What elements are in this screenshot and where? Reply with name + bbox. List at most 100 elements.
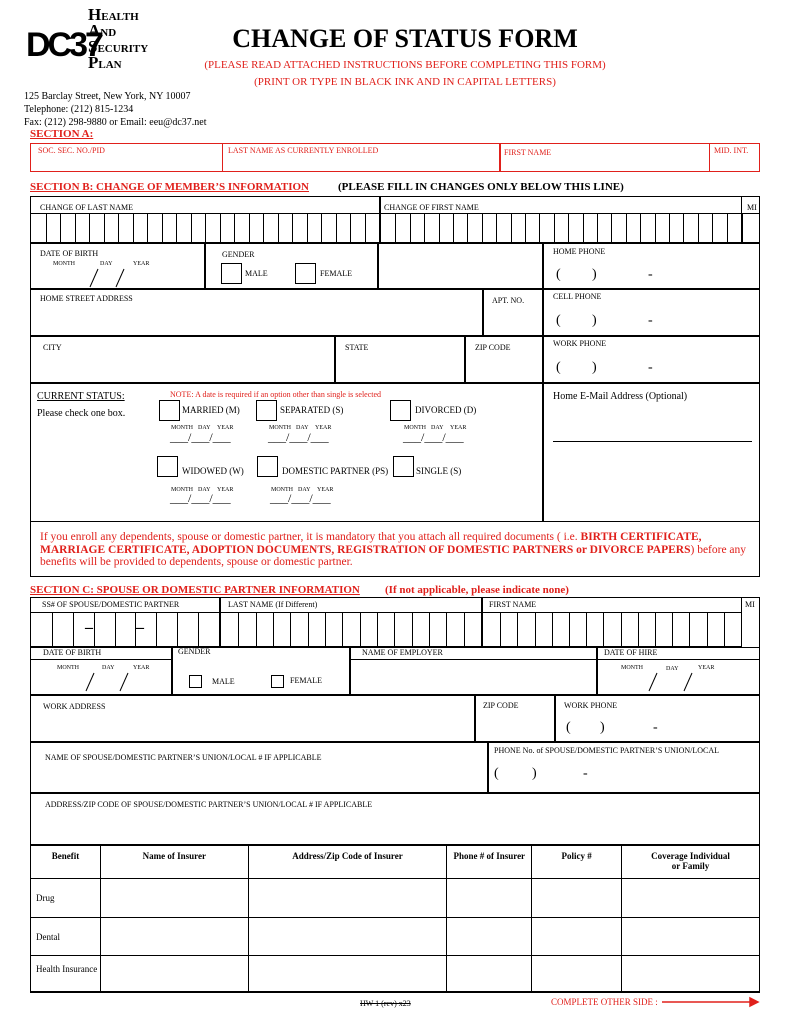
status-label: CURRENT STATUS: bbox=[37, 391, 125, 402]
insurance-table-wrap: Benefit Name of Insurer Address/Zip Code… bbox=[30, 845, 760, 993]
phone-mask: ( bbox=[566, 720, 571, 735]
date-part: MONTH bbox=[404, 425, 426, 431]
field-box bbox=[222, 143, 500, 172]
field-label: FIRST NAME bbox=[504, 148, 552, 157]
field-box bbox=[30, 383, 543, 522]
cell-divider bbox=[60, 214, 61, 242]
cell-divider bbox=[525, 214, 526, 242]
form-element bbox=[446, 917, 533, 956]
checkbox bbox=[271, 675, 284, 688]
cell-divider bbox=[597, 214, 598, 242]
section-note: (If not applicable, please indicate none… bbox=[385, 584, 569, 596]
cell-divider bbox=[395, 214, 397, 242]
option-label: SINGLE (S) bbox=[416, 466, 462, 476]
field-label: CITY bbox=[43, 343, 62, 352]
cell-divider bbox=[640, 214, 642, 242]
table-header-row: Benefit Name of Insurer Address/Zip Code… bbox=[30, 845, 760, 879]
cell-divider bbox=[394, 613, 396, 646]
date-part: YEAR bbox=[317, 487, 334, 493]
date-part: DAY bbox=[431, 425, 444, 431]
field-box bbox=[30, 336, 335, 383]
letter-cells bbox=[380, 213, 742, 243]
form-element bbox=[531, 917, 623, 956]
field-box bbox=[543, 336, 760, 383]
cell-divider bbox=[103, 214, 105, 242]
cell-divider bbox=[45, 214, 47, 242]
checkbox bbox=[157, 456, 178, 477]
field-label: NAME OF SPOUSE/DOMESTIC PARTNER’S UNION/… bbox=[45, 753, 322, 762]
date-part: YEAR bbox=[133, 261, 150, 267]
field-label: NAME OF EMPLOYER bbox=[362, 648, 443, 657]
table-row: Dental bbox=[30, 917, 760, 956]
row-label: Drug bbox=[30, 878, 101, 918]
cell-divider bbox=[190, 214, 192, 242]
date-part: YEAR bbox=[133, 665, 150, 671]
section-note: (PLEASE FILL IN CHANGES ONLY BELOW THIS … bbox=[338, 181, 624, 193]
header-text: Coverage Individual or Family bbox=[651, 851, 730, 871]
cell-divider bbox=[481, 214, 483, 242]
field-box bbox=[30, 695, 475, 742]
cell-divider bbox=[586, 613, 588, 646]
field-box bbox=[30, 647, 172, 695]
row-label: Health Insurance bbox=[30, 955, 101, 993]
email-line bbox=[553, 441, 752, 442]
date-part: DAY bbox=[198, 487, 211, 493]
table-row: Health Insurance bbox=[30, 955, 760, 993]
date-part: YEAR bbox=[698, 665, 715, 671]
form-element bbox=[621, 955, 760, 993]
cell-divider bbox=[321, 214, 322, 242]
field-box bbox=[30, 793, 760, 845]
checkbox bbox=[159, 400, 180, 421]
form-element bbox=[446, 878, 533, 918]
form-element bbox=[119, 672, 129, 692]
field-box bbox=[488, 742, 760, 793]
cell-divider bbox=[290, 613, 292, 646]
cell-divider bbox=[611, 214, 613, 242]
option-label: FEMALE bbox=[320, 269, 352, 278]
field-label: WORK ADDRESS bbox=[43, 702, 106, 711]
field-label: CHANGE OF FIRST NAME bbox=[384, 203, 479, 212]
phone-mask: ( bbox=[556, 360, 561, 375]
complete-other-side: COMPLETE OTHER SIDE : bbox=[551, 997, 658, 1007]
field-box bbox=[378, 243, 543, 289]
cell-divider bbox=[726, 214, 728, 242]
form-element bbox=[85, 672, 95, 692]
ss-dash: – bbox=[85, 619, 93, 636]
cell-divider bbox=[132, 214, 134, 242]
field-box bbox=[335, 336, 465, 383]
column-header: Coverage Individual or Family bbox=[621, 845, 760, 879]
logo-line: HEALTH bbox=[88, 5, 139, 24]
address-line: Telephone: (212) 815-1234 bbox=[24, 104, 134, 115]
cell-divider bbox=[273, 613, 274, 646]
column-header: Policy # bbox=[531, 845, 623, 879]
option-label: FEMALE bbox=[290, 676, 322, 685]
cell-divider bbox=[712, 214, 714, 242]
field-box bbox=[205, 243, 378, 289]
cell-divider bbox=[689, 613, 691, 646]
field-label: HOME STREET ADDRESS bbox=[40, 294, 133, 303]
letter-cells bbox=[482, 612, 742, 647]
cell-divider bbox=[463, 613, 465, 646]
date-part: YEAR bbox=[217, 487, 234, 493]
section-title: SECTION C: SPOUSE OR DOMESTIC PARTNER IN… bbox=[30, 584, 360, 596]
date-part: MONTH bbox=[271, 487, 293, 493]
field-label: WORK PHONE bbox=[553, 339, 607, 348]
cell-divider bbox=[534, 613, 536, 646]
date-part: YEAR bbox=[315, 425, 332, 431]
cell-divider bbox=[364, 214, 366, 242]
phone-mask: - bbox=[653, 720, 658, 735]
cell-divider bbox=[569, 613, 570, 646]
field-label: ZIP CODE bbox=[475, 343, 511, 352]
logo-mark: DC37 bbox=[26, 26, 104, 64]
phone-mask: ) bbox=[592, 267, 597, 282]
cell-divider bbox=[342, 613, 344, 646]
cell-divider bbox=[161, 214, 163, 242]
cell-divider bbox=[177, 613, 179, 646]
insurance-table: Benefit Name of Insurer Address/Zip Code… bbox=[30, 845, 760, 993]
notice-text: ) before any benefits will be provided t… bbox=[40, 543, 747, 569]
logo-line: PLAN bbox=[88, 53, 122, 72]
cell-divider bbox=[467, 214, 469, 242]
field-label: Home E-Mail Address (Optional) bbox=[553, 391, 688, 402]
header-text: Phone # of Insurer bbox=[453, 851, 526, 861]
